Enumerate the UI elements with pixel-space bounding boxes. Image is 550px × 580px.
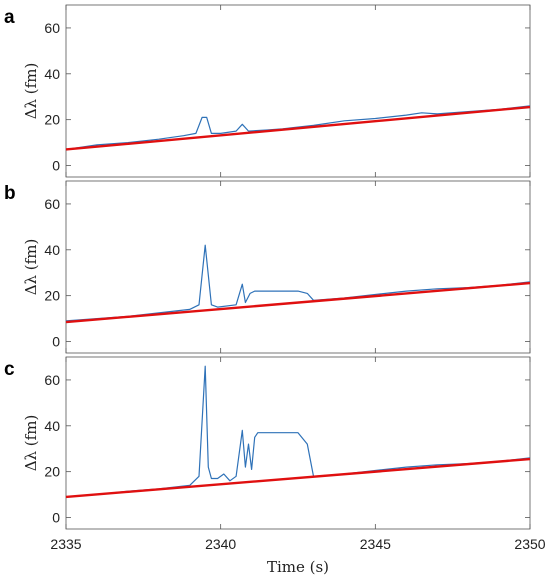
y-tick-label: 60 [44, 196, 60, 212]
panel-letter-c: c [4, 359, 15, 380]
y-tick-label: 0 [52, 158, 60, 174]
x-tick-label: 2350 [514, 536, 545, 552]
measured-signal-line [65, 244, 531, 322]
y-tick-label: 60 [44, 372, 60, 388]
panel-c: 0 20 40 60 2335 2340 2345 2350 Δλ (fm) c Time (s) [4, 356, 546, 576]
baseline-fit-line [65, 457, 531, 499]
panel-a: 0 20 40 60 Δλ (fm) a [4, 4, 531, 178]
x-tick-label: 2335 [50, 536, 81, 552]
panel-b: 0 20 40 60 Δλ (fm) b [4, 180, 531, 354]
baseline-fit-line [65, 281, 531, 324]
panel-letter-a: a [4, 7, 15, 28]
y-axis-label: Δλ (fm) [22, 415, 40, 472]
y-tick-label: 20 [44, 288, 60, 304]
y-axis-label: Δλ (fm) [22, 63, 40, 120]
y-tick-label: 0 [52, 510, 60, 526]
panel-letter-b: b [4, 183, 16, 204]
y-tick-label: 40 [44, 66, 60, 82]
plot-frame [65, 4, 531, 178]
plot-frame [65, 356, 531, 530]
x-tick-label: 2345 [360, 536, 391, 552]
y-tick-label: 40 [44, 418, 60, 434]
x-tick-label: 2340 [205, 536, 236, 552]
y-tick-label: 20 [44, 112, 60, 128]
y-tick-label: 0 [52, 334, 60, 350]
plot-frame [65, 180, 531, 354]
measured-signal-line [65, 105, 531, 151]
y-tick-label: 40 [44, 242, 60, 258]
y-tick-label: 20 [44, 464, 60, 480]
y-axis-label: Δλ (fm) [22, 239, 40, 296]
baseline-fit-line [65, 105, 531, 151]
x-axis-label: Time (s) [267, 558, 329, 576]
y-tick-label: 60 [44, 20, 60, 36]
